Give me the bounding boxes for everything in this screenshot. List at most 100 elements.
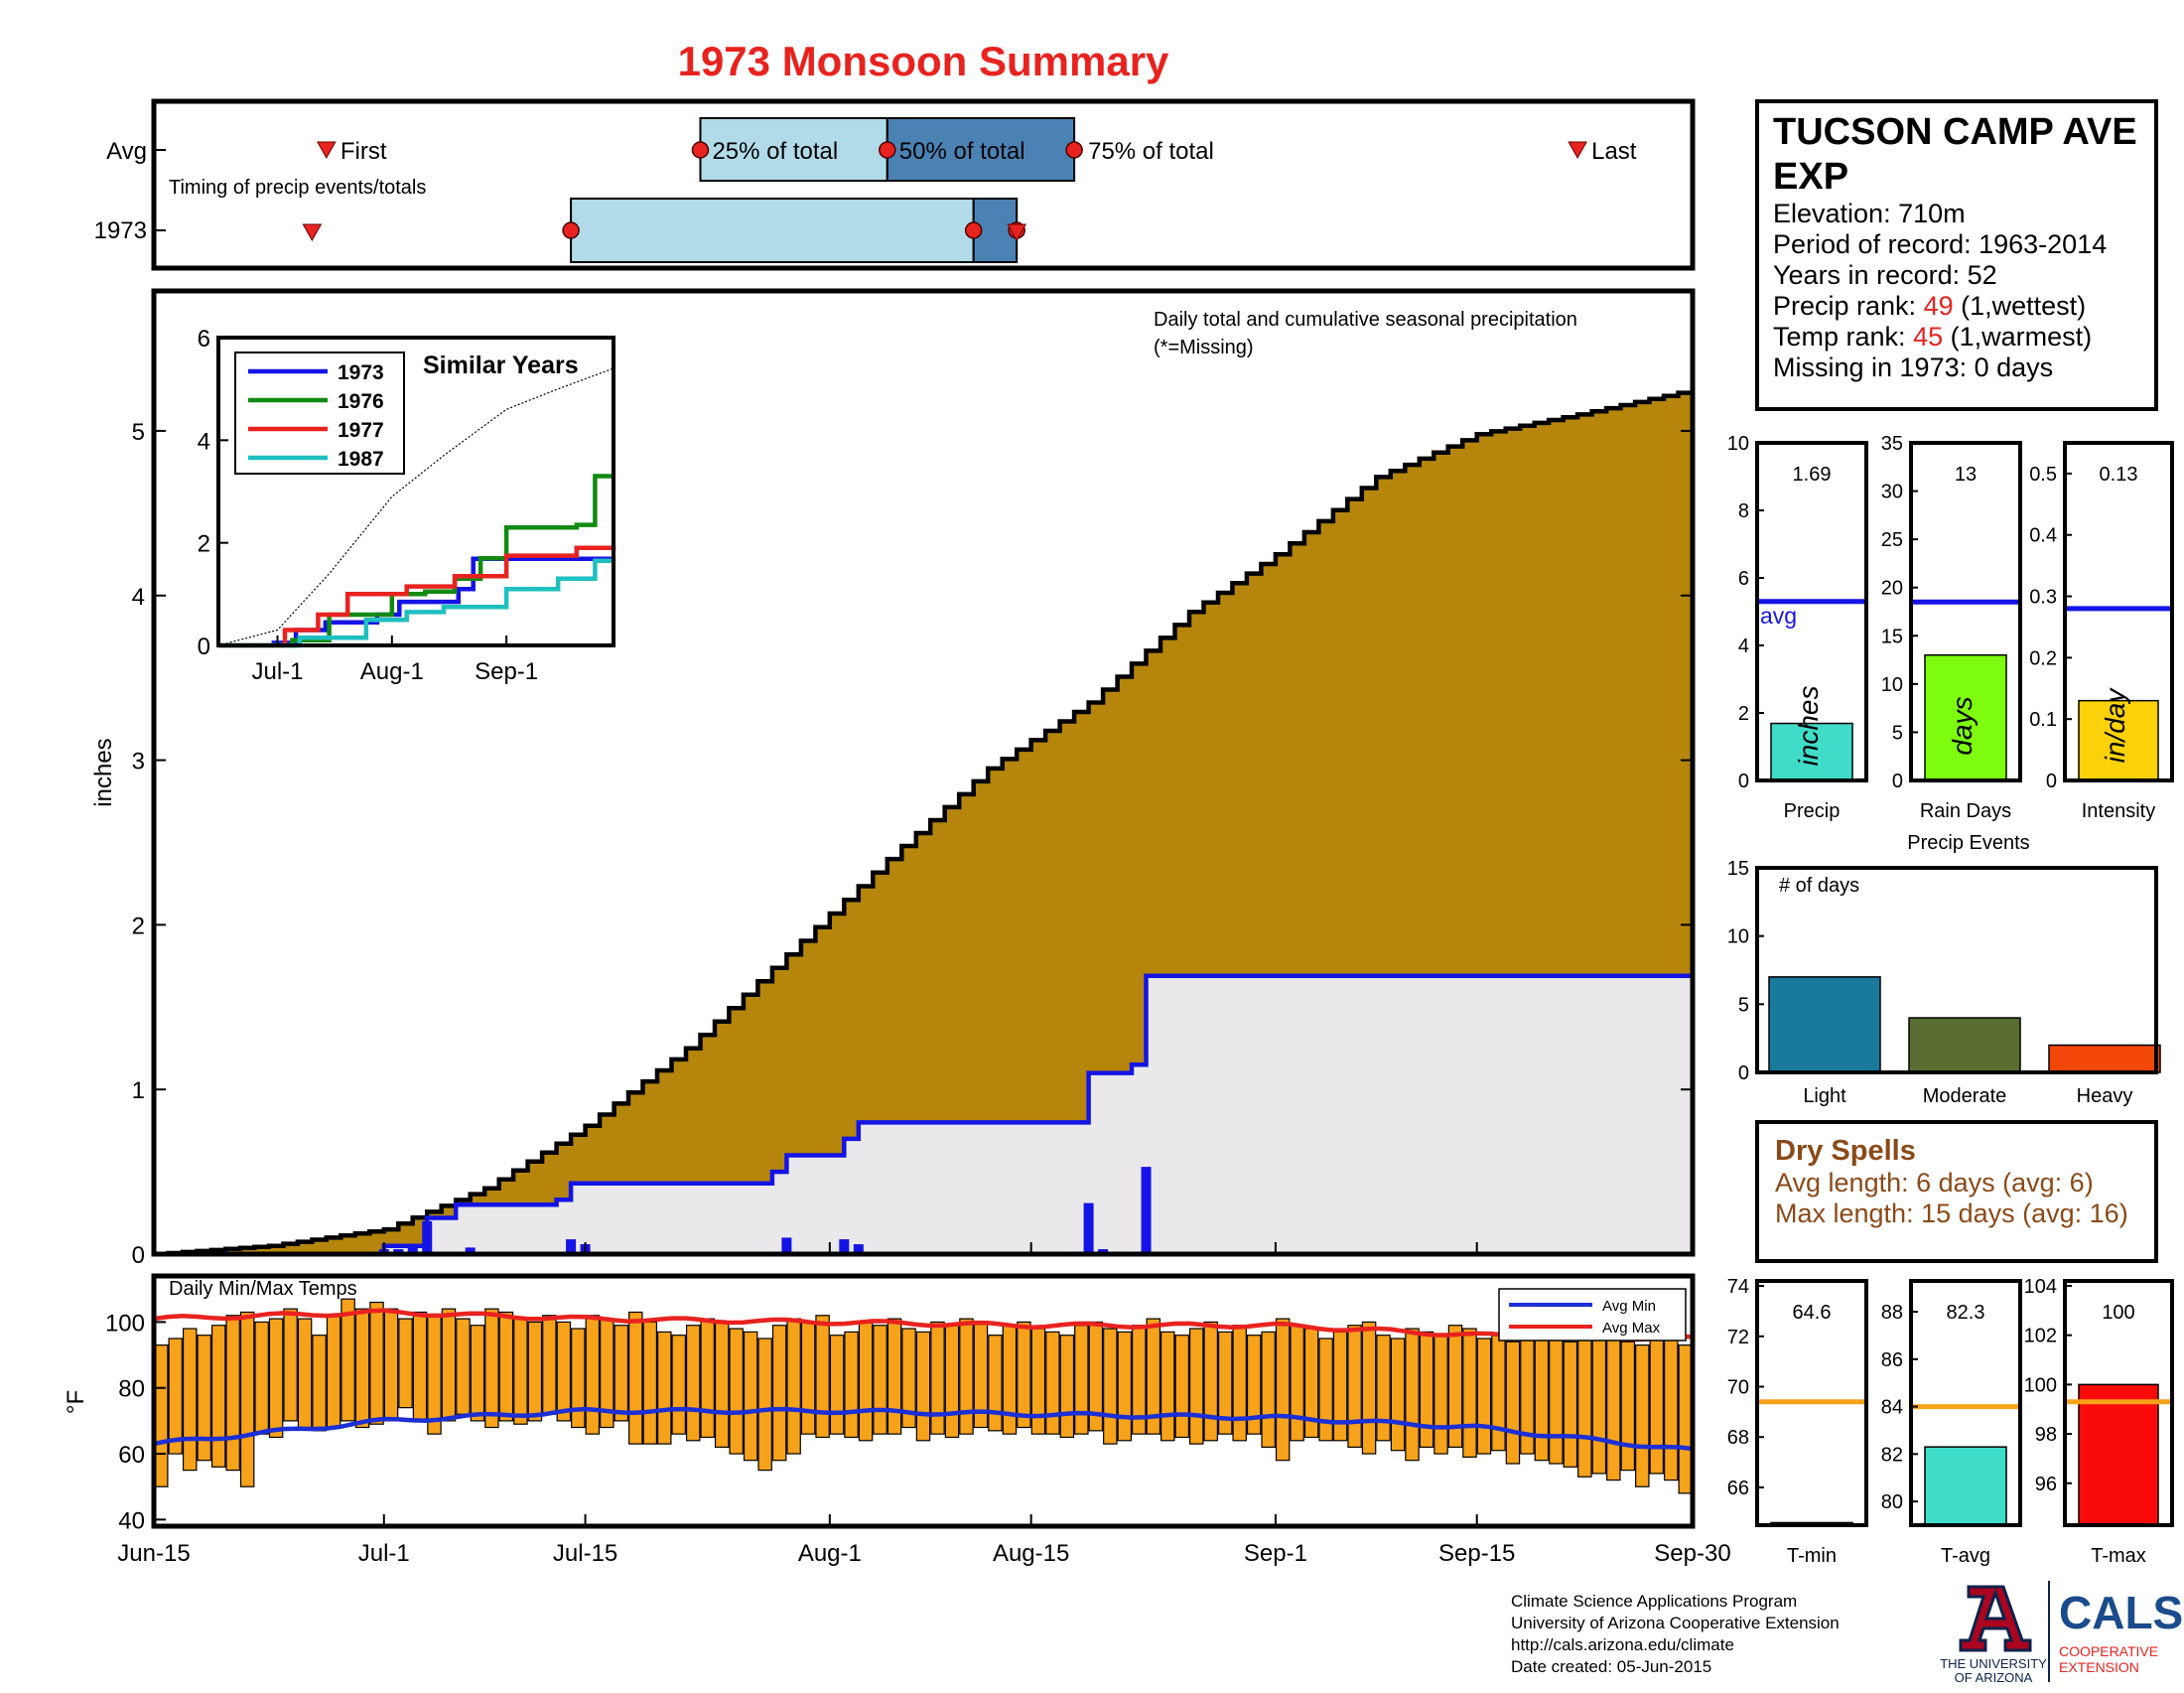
avg-first-marker: [316, 141, 337, 160]
precip-rank: Precip rank: 49 (1,wettest): [1773, 291, 2086, 321]
inset-legend-label-1976: 1976: [338, 390, 384, 413]
events-tick-label: 10: [1727, 926, 1749, 948]
main-ytick-label: 1: [132, 1077, 145, 1104]
timing-row-year-label: 1973: [94, 217, 147, 244]
rain-days-axis-box: [1909, 441, 2022, 782]
tavg-value-label: 82.3: [1947, 1302, 1985, 1324]
daily-precip-bar: [407, 1245, 418, 1254]
main-ytick-label: 2: [132, 913, 145, 939]
daily-temp-bar: [398, 1318, 413, 1409]
tmin-value-label: 64.6: [1793, 1302, 1832, 1324]
p75-label: 75% of total: [1088, 138, 1214, 165]
daily-temp-bar: [1606, 1331, 1621, 1481]
temp-axis-box: [151, 1273, 1696, 1529]
daily-temp-bar: [729, 1328, 744, 1455]
rain-days-tick-label: 35: [1881, 433, 1903, 455]
daily-temp-bar: [757, 1338, 772, 1472]
tmax-bar: [2078, 1383, 2159, 1526]
daily-temp-bar: [556, 1321, 572, 1422]
temp-ytick-label: 100: [105, 1310, 145, 1337]
intensity-unit-label: in/day: [2100, 687, 2130, 764]
events-tick-label: 5: [1738, 994, 1749, 1016]
daily-temp-bar: [297, 1318, 313, 1429]
footer-line3: http://cals.arizona.edu/climate: [1511, 1635, 1734, 1654]
precip-stat-panels: 0 2 4 6 8 10 1.69 inches avg Precip 0 5 10 15 20 25 30 35…: [1727, 433, 2174, 822]
daily-precip-bar: [422, 1220, 433, 1254]
inset-title: Similar Years: [423, 352, 579, 379]
daily-temp-bar: [844, 1331, 859, 1439]
daily-temp-bar: [944, 1325, 960, 1439]
tmin-axis-box: [1755, 1279, 1868, 1527]
daily-precip-bar: [1141, 1167, 1152, 1254]
daily-temp-bar: [858, 1321, 874, 1442]
daily-temp-bar: [1419, 1331, 1434, 1449]
inset-xtick-label: Jul-1: [251, 658, 303, 685]
timing-subtitle: Timing of precip events/totals: [169, 177, 426, 199]
precip-unit-label: inches: [1793, 686, 1824, 767]
events-bar-light: [1768, 976, 1881, 1073]
daily-temp-bar: [714, 1321, 730, 1449]
svg-text:EXTENSION: EXTENSION: [2059, 1659, 2139, 1675]
tmax-name-label: T-max: [2091, 1545, 2146, 1567]
daily-temp-bar: [1074, 1325, 1089, 1435]
date-tick-label: Aug-1: [798, 1540, 862, 1567]
footer-line2: University of Arizona Cooperative Extens…: [1511, 1614, 1840, 1632]
events-tick-label: 0: [1738, 1062, 1749, 1084]
inset-xtick-label: Aug-1: [360, 658, 424, 685]
footer-line4: Date created: 05-Jun-2015: [1511, 1657, 1711, 1676]
daily-precip-bar: [1083, 1202, 1094, 1254]
temp-ylabel: °F: [63, 1390, 89, 1414]
daily-temp-bar: [1203, 1321, 1218, 1442]
dry-spells-avg: Avg length: 6 days (avg: 6): [1775, 1168, 2094, 1198]
daily-temp-bar: [1017, 1321, 1031, 1429]
intensity-axis-box: [2063, 441, 2174, 782]
precip-name-label: Precip: [1784, 800, 1841, 822]
p50-label: 50% of total: [899, 138, 1025, 165]
intensity-name-label: Intensity: [2082, 800, 2155, 822]
daily-precip-bar: [839, 1239, 850, 1254]
tmax-value-label: 100: [2102, 1302, 2134, 1324]
events-bar-heavy: [2048, 1044, 2161, 1073]
events-tick-label: 15: [1727, 858, 1749, 880]
daily-precip-bar: [566, 1239, 577, 1254]
first-label: First: [341, 138, 387, 165]
avg-p25-marker: [691, 141, 710, 159]
daily-temp-bar: [168, 1338, 183, 1455]
daily-temp-bar: [571, 1328, 586, 1429]
tavg-tick-label: 84: [1881, 1397, 1903, 1419]
daily-temp-bar: [182, 1328, 198, 1472]
daily-temp-bar: [959, 1318, 974, 1435]
tmax-tick-label: 96: [2035, 1474, 2057, 1495]
daily-temp-bar: [1246, 1335, 1262, 1435]
tmin-name-label: T-min: [1787, 1545, 1837, 1567]
daily-temp-bar: [657, 1331, 672, 1445]
inset-legend-label-1977: 1977: [338, 419, 384, 442]
daily-temp-bar: [901, 1328, 916, 1429]
daily-temp-bar: [1577, 1335, 1592, 1478]
daily-temp-bar: [1476, 1338, 1492, 1455]
daily-temp-bar: [197, 1335, 211, 1462]
daily-temp-bar: [1361, 1321, 1377, 1455]
legend-avg-min-label: Avg Min: [1602, 1298, 1656, 1315]
daily-temp-bar: [513, 1318, 528, 1425]
inset-legend-label-1973: 1973: [338, 361, 384, 384]
daily-temp-bar: [470, 1325, 485, 1422]
daily-temp-bar: [1620, 1340, 1636, 1472]
precip-tick-label: 0: [1738, 771, 1749, 792]
avg-max-line: [153, 1308, 1694, 1342]
daily-temp-bar: [225, 1315, 240, 1472]
temp-legend: [1498, 1288, 1687, 1341]
svg-text:CALS: CALS: [2059, 1587, 2183, 1638]
date-tick-label: Jul-15: [553, 1540, 617, 1567]
dry-spells-box: Dry Spells Avg length: 6 days (avg: 6) M…: [1755, 1120, 2158, 1263]
daily-temp-bar: [484, 1308, 499, 1429]
daily-temp-bar: [1390, 1338, 1406, 1452]
station-elevation: Elevation: 710m: [1773, 199, 1966, 228]
tavg-bar: [1924, 1446, 2007, 1526]
daily-temp-bar: [1591, 1338, 1607, 1475]
precip-bar: [1770, 722, 1853, 781]
cumulative-average-outline: [154, 389, 1696, 1257]
daily-temp-bar: [268, 1318, 284, 1439]
inset-ytick-label: 0: [198, 634, 210, 660]
daily-temp-bar: [239, 1311, 255, 1487]
